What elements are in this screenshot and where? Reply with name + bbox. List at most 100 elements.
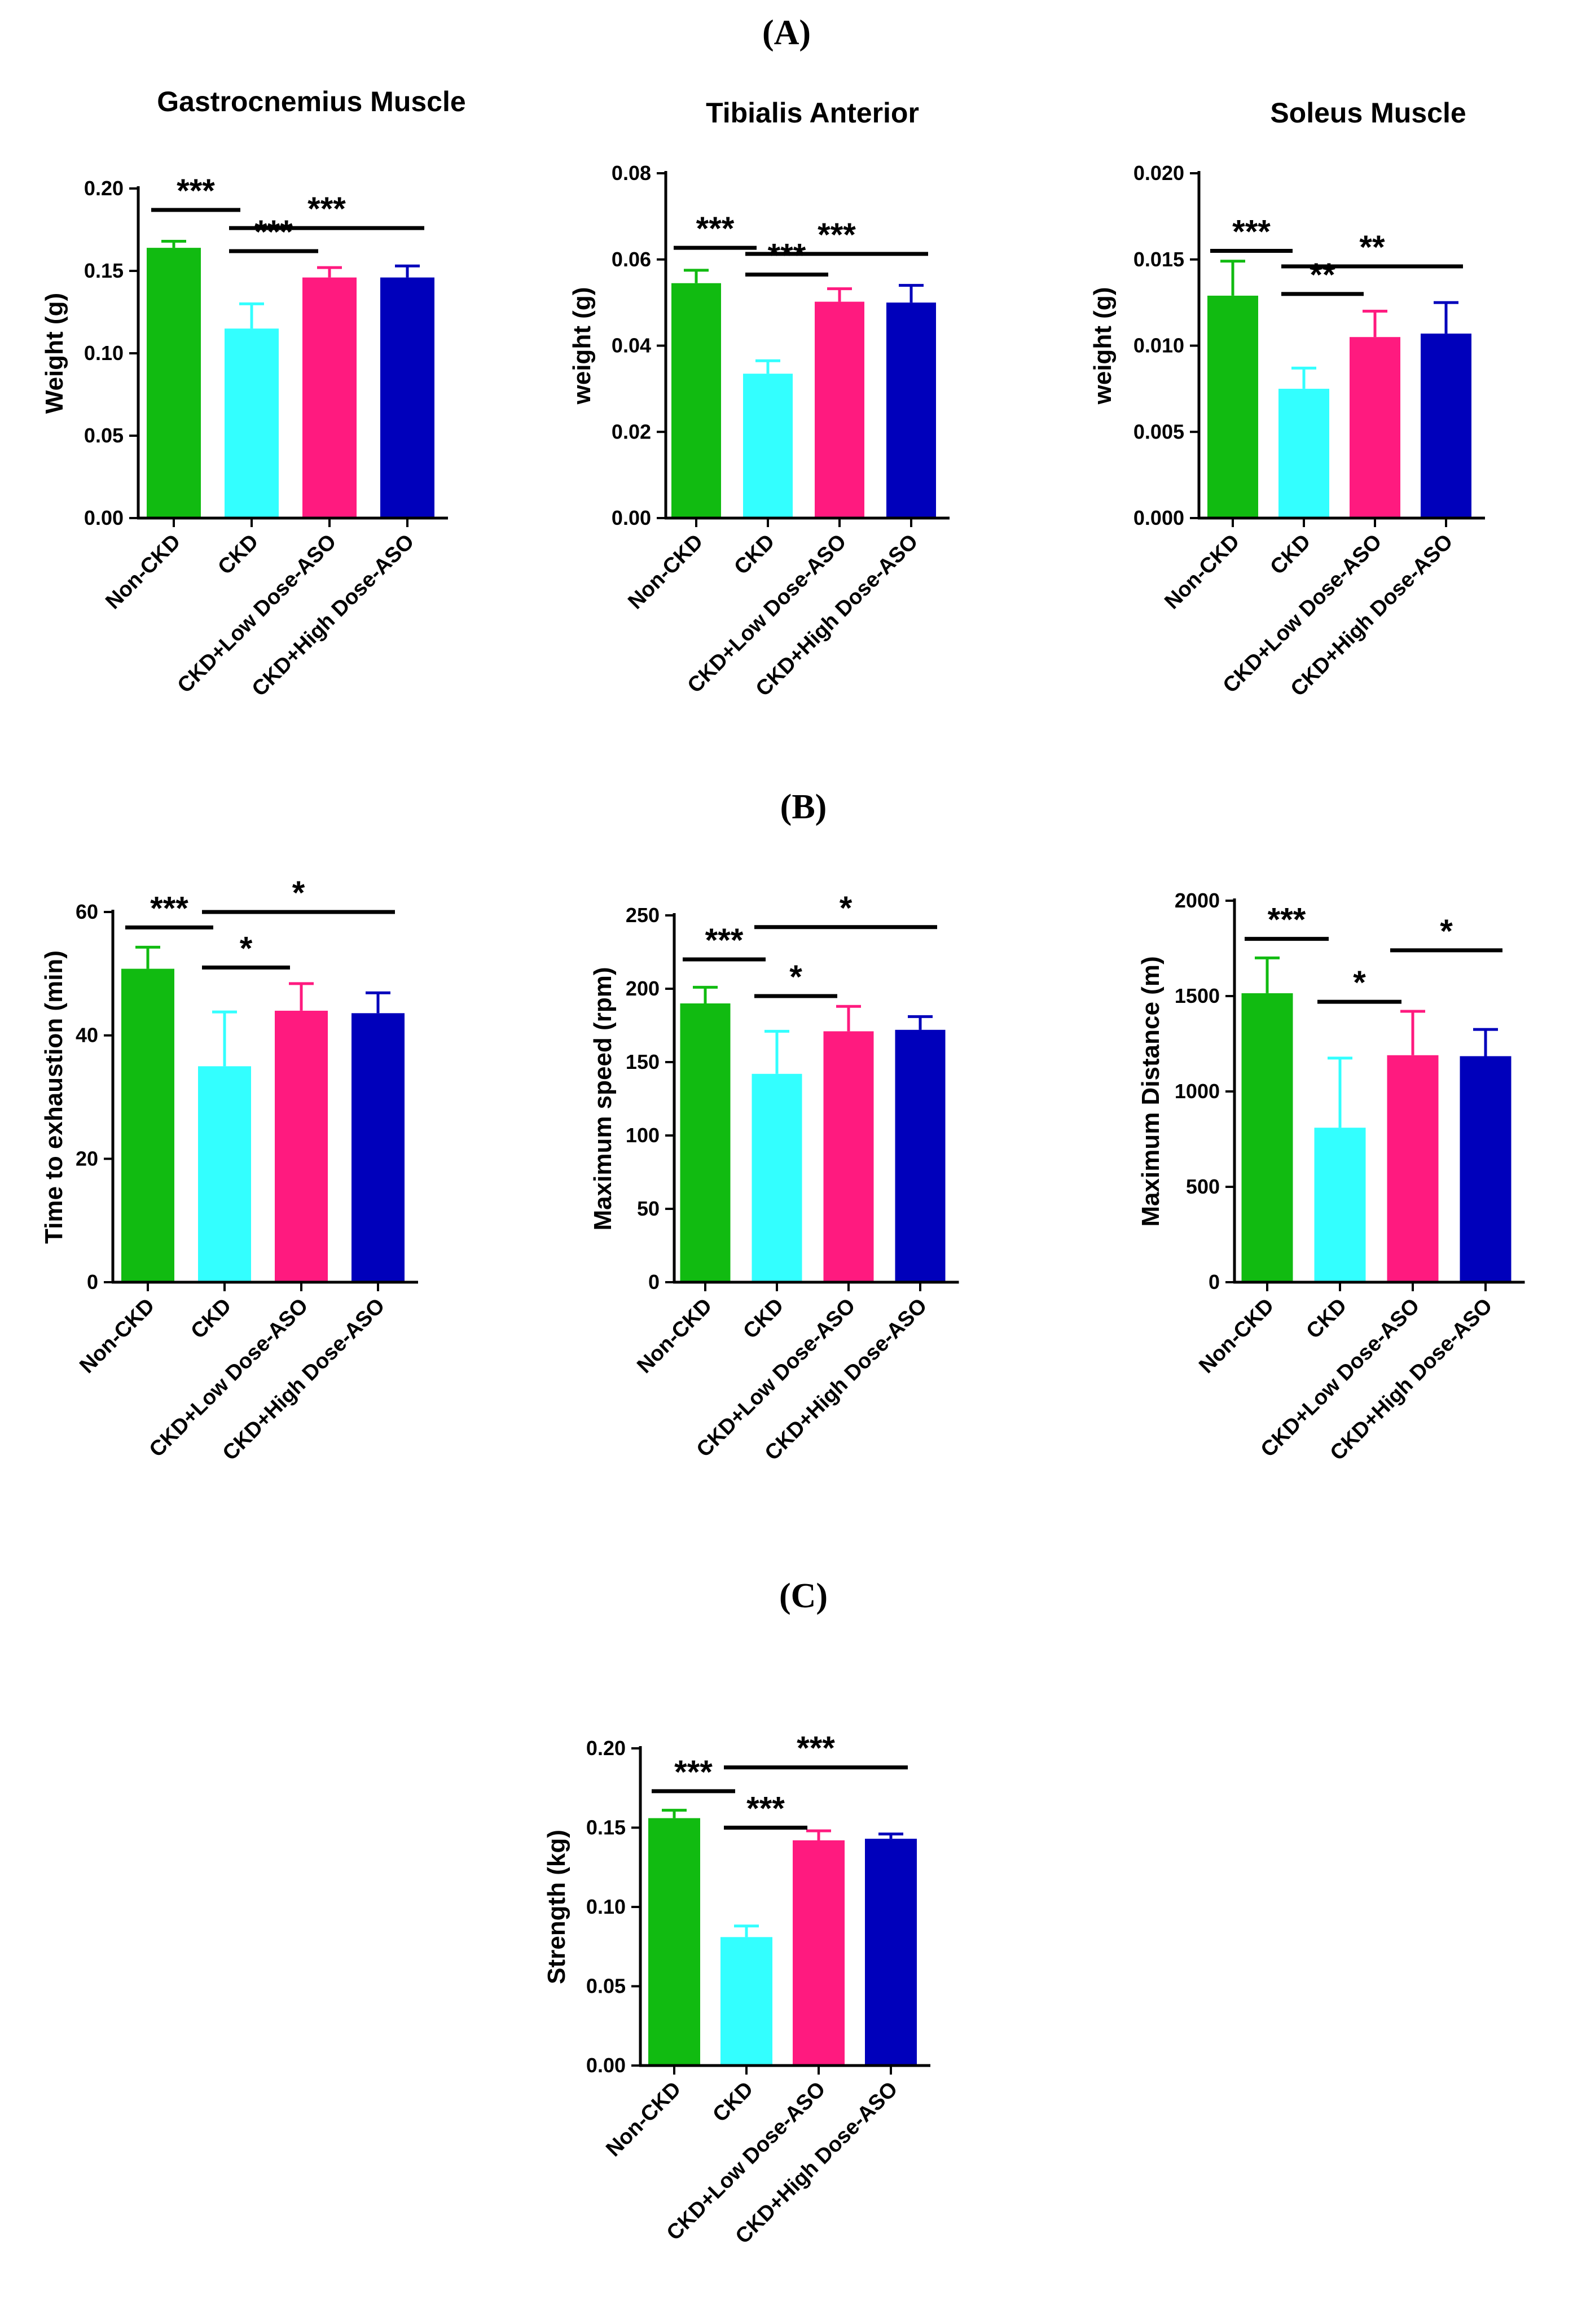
bar (198, 1066, 251, 1282)
y-tick-label: 0.010 (1133, 334, 1184, 357)
bar (680, 1003, 731, 1282)
y-tick-label: 0.02 (612, 420, 651, 443)
category-label: CKD (730, 530, 779, 580)
significance-label: * (789, 959, 802, 996)
bar (380, 277, 434, 518)
y-tick-label: 0.10 (84, 341, 124, 365)
y-axis-label: Maximum Distance (m) (1137, 956, 1165, 1226)
category-label: CKD+High Dose-ASO (248, 530, 419, 701)
significance-label: * (1440, 913, 1453, 950)
bar (823, 1031, 874, 1282)
category-label: CKD (186, 1294, 236, 1344)
bar (147, 248, 201, 518)
bar (1314, 1128, 1366, 1282)
panel-label-c: (C) (779, 1577, 828, 1615)
significance-label: *** (1232, 213, 1271, 250)
y-tick-label: 200 (626, 977, 660, 1000)
category-label: Non-CKD (101, 530, 185, 614)
y-tick-label: 2000 (1175, 889, 1220, 912)
y-tick-label: 0.15 (84, 259, 124, 282)
y-tick-label: 250 (626, 904, 660, 927)
y-tick-label: 0.08 (612, 161, 651, 185)
chart-5: 0 50 100 150 200 250 Maximum speed (rpm) Non-CK… (589, 890, 959, 1465)
significance-label: *** (177, 173, 215, 209)
bar (720, 1937, 772, 2066)
significance-label: *** (746, 1791, 785, 1827)
category-label: Non-CKD (623, 530, 708, 614)
significance-label: *** (254, 214, 293, 251)
category-label: Non-CKD (1194, 1294, 1278, 1378)
bar (895, 1029, 946, 1282)
bar (793, 1840, 845, 2066)
significance-label: *** (307, 191, 346, 227)
y-tick-label: 0 (87, 1270, 98, 1293)
bar (1241, 993, 1293, 1282)
bar (1207, 295, 1258, 518)
y-tick-label: 60 (76, 900, 98, 923)
charts-container: Gastrocnemius Muscle 0.00 0.05 0.10 0.15 0.20… (40, 86, 1525, 2248)
category-label: CKD (708, 2077, 758, 2127)
y-tick-label: 0.20 (586, 1737, 626, 1760)
y-axis-label: weight (g) (568, 287, 596, 405)
bar (886, 302, 936, 518)
chart-title: Soleus Muscle (1270, 97, 1466, 129)
y-axis-label: weight (g) (1089, 287, 1117, 405)
bar (1387, 1055, 1439, 1282)
bar (671, 283, 721, 518)
significance-label: *** (818, 217, 856, 253)
y-tick-label: 500 (1186, 1175, 1220, 1198)
significance-label: *** (768, 237, 806, 274)
y-tick-label: 50 (637, 1197, 660, 1220)
significance-label: *** (674, 1754, 713, 1791)
bar (648, 1818, 700, 2066)
y-tick-label: 0 (1209, 1270, 1220, 1293)
category-label: CKD (739, 1294, 788, 1344)
significance-label: *** (705, 922, 744, 959)
y-tick-label: 0.015 (1133, 248, 1184, 271)
category-label: CKD (213, 530, 263, 580)
significance-label: * (1353, 964, 1366, 1001)
y-axis-label: Time to exhaustion (min) (40, 950, 68, 1244)
bar (275, 1010, 328, 1282)
chart-title: Gastrocnemius Muscle (157, 86, 465, 117)
y-tick-label: 150 (626, 1050, 660, 1073)
bar (1460, 1056, 1512, 1282)
significance-label: *** (1268, 902, 1306, 939)
y-tick-label: 0.00 (84, 506, 124, 529)
y-tick-label: 0.10 (586, 1895, 626, 1918)
y-tick-label: 0.15 (586, 1816, 626, 1839)
panel-label-b: (B) (780, 788, 827, 826)
significance-label: ** (1359, 229, 1385, 266)
y-tick-label: 0.00 (586, 2054, 626, 2077)
y-axis-label: Weight (g) (41, 293, 68, 414)
y-tick-label: 0.05 (586, 1975, 626, 1998)
bar (1421, 334, 1471, 518)
y-tick-label: 0.00 (612, 506, 651, 529)
bar (752, 1073, 802, 1282)
y-tick-label: 0.005 (1133, 420, 1184, 443)
category-label: CKD (1302, 1294, 1351, 1344)
bar (121, 968, 174, 1282)
y-tick-label: 20 (76, 1147, 98, 1170)
y-tick-label: 40 (76, 1024, 98, 1047)
significance-label: *** (696, 211, 735, 247)
y-tick-label: 0.05 (84, 424, 124, 447)
y-tick-label: 0.04 (612, 334, 651, 357)
bar (1278, 388, 1329, 518)
category-label: Non-CKD (1160, 530, 1244, 614)
y-tick-label: 0.20 (84, 177, 124, 200)
y-tick-label: 0.06 (612, 248, 651, 271)
category-label: CKD+High Dose-ASO (218, 1294, 390, 1466)
category-label: CKD+Low Dose-ASO (145, 1294, 313, 1462)
chart-7: 0.00 0.05 0.10 0.15 0.20 Strength (kg) Non-CKD… (543, 1730, 930, 2248)
chart-title: Tibialis Anterior (706, 97, 919, 129)
significance-label: *** (150, 890, 188, 927)
bar (302, 277, 357, 518)
y-tick-label: 1500 (1175, 984, 1220, 1007)
bar (351, 1013, 405, 1282)
y-tick-label: 1000 (1175, 1080, 1220, 1103)
chart-1: Gastrocnemius Muscle 0.00 0.05 0.10 0.15 0.20… (41, 86, 466, 701)
category-label: CKD (1266, 530, 1315, 580)
